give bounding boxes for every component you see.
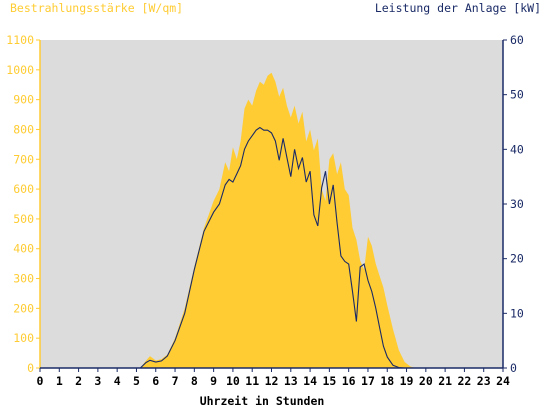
x-tick-label: 5 bbox=[133, 374, 140, 388]
tick-marks bbox=[36, 39, 507, 372]
right-tick-label: 40 bbox=[510, 142, 524, 156]
x-tick-label: 22 bbox=[457, 374, 471, 388]
left-tick-label: 200 bbox=[13, 301, 34, 315]
x-tick-label: 0 bbox=[37, 374, 44, 388]
tick-labels: 0100200300400500600700800900100011000102… bbox=[6, 33, 524, 388]
left-tick-label: 1000 bbox=[6, 63, 34, 77]
x-tick-label: 8 bbox=[191, 374, 198, 388]
x-tick-label: 15 bbox=[322, 374, 336, 388]
x-tick-label: 19 bbox=[400, 374, 414, 388]
left-axis-title: Bestrahlungsstärke [W/qm] bbox=[10, 1, 183, 15]
x-tick-label: 10 bbox=[226, 374, 240, 388]
x-tick-label: 24 bbox=[496, 374, 510, 388]
right-tick-label: 60 bbox=[510, 33, 524, 47]
x-tick-label: 9 bbox=[210, 374, 217, 388]
x-tick-label: 7 bbox=[172, 374, 179, 388]
x-tick-label: 20 bbox=[419, 374, 433, 388]
x-tick-label: 2 bbox=[75, 374, 82, 388]
x-tick-label: 13 bbox=[284, 374, 298, 388]
left-tick-label: 700 bbox=[13, 152, 34, 166]
x-tick-label: 1 bbox=[56, 374, 63, 388]
x-tick-label: 4 bbox=[114, 374, 121, 388]
x-tick-label: 6 bbox=[152, 374, 159, 388]
x-tick-label: 18 bbox=[380, 374, 394, 388]
right-tick-label: 20 bbox=[510, 252, 524, 266]
left-tick-label: 300 bbox=[13, 272, 34, 286]
left-tick-label: 600 bbox=[13, 182, 34, 196]
right-tick-label: 50 bbox=[510, 88, 524, 102]
x-tick-label: 16 bbox=[342, 374, 356, 388]
x-tick-label: 23 bbox=[477, 374, 491, 388]
x-tick-label: 12 bbox=[265, 374, 279, 388]
left-tick-label: 100 bbox=[13, 331, 34, 345]
x-tick-label: 3 bbox=[94, 374, 101, 388]
x-tick-label: 17 bbox=[361, 374, 375, 388]
x-tick-label: 11 bbox=[245, 374, 259, 388]
x-tick-label: 21 bbox=[438, 374, 452, 388]
left-tick-label: 900 bbox=[13, 93, 34, 107]
right-tick-label: 10 bbox=[510, 306, 524, 320]
right-tick-label: 0 bbox=[510, 361, 517, 375]
left-tick-label: 500 bbox=[13, 212, 34, 226]
irradiance-area bbox=[40, 72, 503, 369]
right-tick-label: 30 bbox=[510, 197, 524, 211]
left-tick-label: 400 bbox=[13, 242, 34, 256]
left-tick-label: 1100 bbox=[6, 33, 34, 47]
left-tick-label: 0 bbox=[27, 361, 34, 375]
x-axis-title: Uhrzeit in Stunden bbox=[200, 394, 325, 408]
left-tick-label: 800 bbox=[13, 122, 34, 136]
x-tick-label: 14 bbox=[303, 374, 317, 388]
right-axis-title: Leistung der Anlage [kW] bbox=[375, 1, 541, 15]
power-line bbox=[40, 126, 503, 369]
